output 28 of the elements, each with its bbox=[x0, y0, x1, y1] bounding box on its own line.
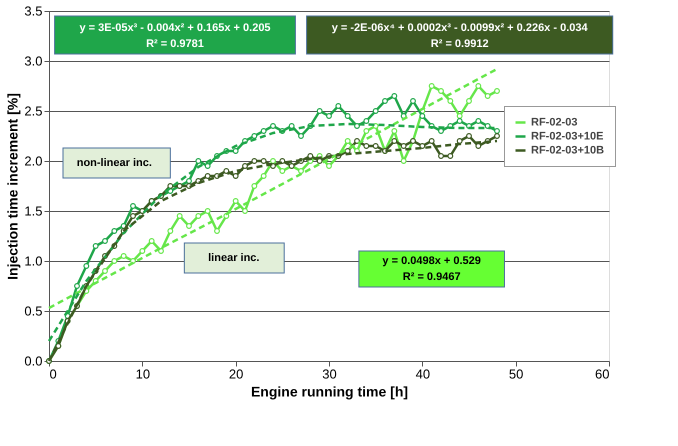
annotation: R² = 0.9781 bbox=[146, 38, 204, 50]
x-tick-label: 0 bbox=[50, 366, 57, 382]
y-tick-label: 2.5 bbox=[24, 104, 42, 118]
annotation: y = 3E-05x³ - 0.004x² + 0.165x + 0.205 bbox=[79, 22, 271, 34]
x-tick-label: 10 bbox=[136, 366, 150, 382]
y-tick-label: 2.0 bbox=[24, 154, 42, 168]
legend-label: RF-02-03+10B bbox=[531, 144, 604, 156]
x-tick-label: 50 bbox=[508, 366, 524, 382]
annotation: y = -2E-06x⁴ + 0.0002x³ - 0.0099x² + 0.226x - 0.034 bbox=[332, 22, 588, 34]
y-tick-label: 1.0 bbox=[24, 254, 42, 268]
y-tick-label: 0.5 bbox=[24, 304, 42, 318]
annotation: R² = 0.9467 bbox=[402, 271, 461, 283]
x-tick-label: 60 bbox=[595, 366, 610, 382]
annotation: non-linear inc. bbox=[76, 157, 152, 169]
y-tick-label: 0.0 bbox=[24, 354, 42, 368]
annotation: R² = 0.9912 bbox=[430, 38, 489, 50]
x-axis-title: Engine running time [h] bbox=[250, 384, 408, 400]
annotation: linear inc. bbox=[208, 252, 260, 264]
y-tick-label: 3.0 bbox=[24, 54, 42, 68]
y-tick-label: 1.5 bbox=[24, 204, 42, 218]
y-tick-label: 3.5 bbox=[24, 4, 42, 18]
x-tick-label: 20 bbox=[228, 366, 244, 382]
annotation: y = 0.0498x + 0.529 bbox=[382, 255, 481, 267]
y-axis-title: Injection time increment [%] bbox=[4, 93, 20, 280]
legend-label: RF-02-03+10E bbox=[531, 130, 604, 142]
legend-label: RF-02-03 bbox=[531, 116, 578, 128]
x-tick-label: 40 bbox=[416, 366, 430, 382]
x-tick-label: 30 bbox=[322, 366, 337, 382]
